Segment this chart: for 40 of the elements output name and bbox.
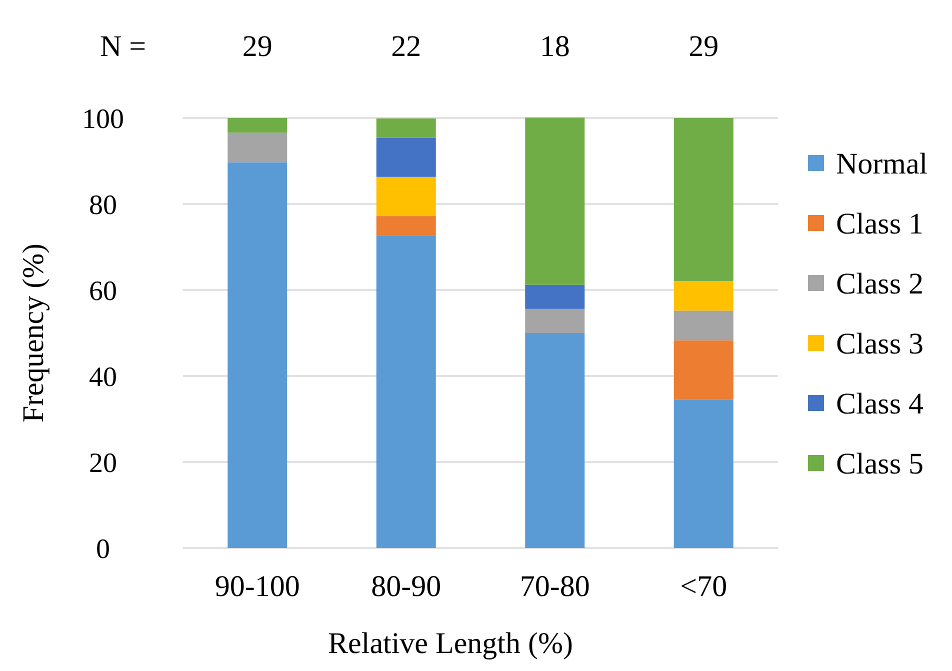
- y-tick-label: 100: [82, 104, 124, 135]
- y-tick-label: 60: [89, 276, 117, 307]
- x-tick-label: 90-100: [214, 570, 300, 603]
- text: 18: [540, 30, 570, 63]
- legend-label: Class 1: [836, 208, 924, 240]
- bar: [376, 216, 436, 236]
- bar: [228, 162, 288, 548]
- legend-label: Normal: [836, 148, 928, 180]
- x-axis-title: Relative Length (%): [328, 627, 573, 660]
- y-tick-label: 0: [96, 534, 110, 565]
- bar: [376, 118, 436, 138]
- bar: [376, 176, 436, 216]
- legend-label: Class 2: [836, 268, 924, 300]
- bar: [376, 138, 436, 177]
- x-tick-label: 70-80: [520, 570, 590, 603]
- x-tick-label: 80-90: [371, 570, 442, 603]
- y-tick-label: 80: [89, 190, 117, 221]
- bar: [674, 340, 734, 400]
- bar: [674, 118, 734, 281]
- bar: [525, 308, 585, 333]
- bar: [228, 132, 288, 162]
- legend-label: Class 5: [836, 448, 924, 480]
- bar: [674, 310, 734, 340]
- bar: [525, 333, 585, 548]
- bar: [228, 118, 288, 133]
- bar: [376, 235, 436, 548]
- text: 29: [688, 30, 719, 63]
- y-axis-title: Frequency (%): [17, 243, 50, 423]
- bar: [525, 284, 585, 309]
- text: N =: [100, 30, 146, 63]
- bar: [674, 280, 734, 311]
- bar: [525, 118, 585, 285]
- bar: [674, 400, 734, 548]
- text: 29: [242, 30, 272, 63]
- legend-label: Class 3: [836, 328, 924, 360]
- y-tick-label: 20: [89, 448, 117, 479]
- y-tick-label: 40: [89, 362, 117, 393]
- text: 22: [391, 30, 422, 63]
- x-tick-label: <70: [680, 570, 728, 603]
- legend-label: Class 4: [836, 388, 924, 420]
